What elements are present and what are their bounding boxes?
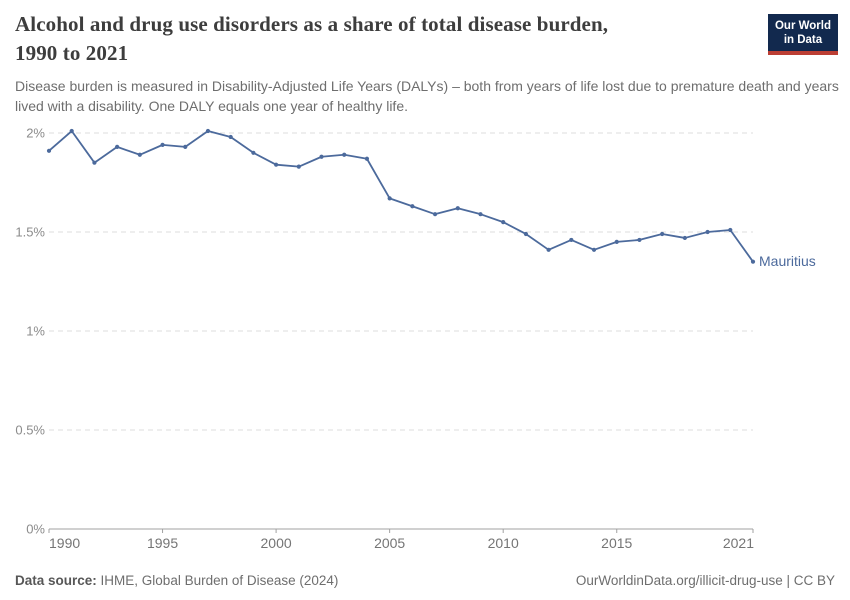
- x-tick-label: 2010: [488, 535, 519, 551]
- data-point[interactable]: [750, 259, 756, 264]
- data-point[interactable]: [115, 144, 120, 149]
- data-point[interactable]: [501, 220, 506, 225]
- data-point[interactable]: [523, 231, 529, 237]
- x-axis: 1990 1995 2000 2005 2010 2015 2021: [48, 529, 754, 551]
- data-point[interactable]: [342, 152, 347, 157]
- data-point[interactable]: [637, 237, 642, 243]
- data-point[interactable]: [387, 196, 392, 201]
- x-tick-label: 2005: [374, 535, 405, 551]
- data-point[interactable]: [364, 156, 370, 161]
- y-tick-label: 2%: [26, 126, 45, 141]
- data-source: Data source: IHME, Global Burden of Dise…: [15, 573, 338, 588]
- data-point[interactable]: [478, 212, 483, 217]
- x-tick-label: 1995: [147, 535, 178, 551]
- data-point[interactable]: [228, 134, 233, 140]
- data-series-mauritius[interactable]: Mauritius: [46, 128, 816, 269]
- y-tick-label: 1%: [26, 324, 45, 339]
- data-point[interactable]: [728, 227, 733, 233]
- x-tick-label: 2000: [261, 535, 292, 551]
- data-point[interactable]: [137, 152, 142, 157]
- x-tick-label: 2021: [723, 535, 754, 551]
- owid-logo-line1: Our World: [774, 20, 831, 32]
- x-tick-label: 2015: [601, 535, 632, 551]
- data-point[interactable]: [705, 229, 710, 235]
- chart-title-line2: 1990 to 2021: [15, 41, 129, 65]
- data-point[interactable]: [410, 204, 415, 209]
- data-point[interactable]: [183, 144, 188, 149]
- data-point[interactable]: [682, 235, 687, 241]
- data-point[interactable]: [273, 162, 279, 167]
- data-point[interactable]: [614, 239, 619, 244]
- footer-link[interactable]: OurWorldinData.org/illicit-drug-use | CC…: [575, 573, 835, 588]
- data-point[interactable]: [296, 164, 301, 169]
- data-point[interactable]: [660, 231, 665, 237]
- entity-label[interactable]: Mauritius: [759, 253, 816, 269]
- data-point[interactable]: [205, 128, 211, 134]
- data-source-value: IHME, Global Burden of Disease (2024): [100, 573, 339, 588]
- data-point[interactable]: [319, 154, 324, 159]
- data-point[interactable]: [251, 150, 256, 155]
- data-point[interactable]: [591, 247, 597, 252]
- y-tick-label: 1.5%: [15, 225, 45, 240]
- data-source-label: Data source:: [15, 573, 97, 588]
- x-tick-label: 1990: [49, 535, 80, 551]
- chart-subtitle: Disease burden is measured in Disability…: [15, 78, 839, 114]
- data-point[interactable]: [546, 247, 551, 252]
- chart-title: Alcohol and drug use disorders as a shar…: [15, 10, 608, 68]
- owid-logo[interactable]: Our World in Data: [767, 14, 838, 55]
- y-tick-label: 0%: [26, 522, 45, 537]
- page-footer: Data source: IHME, Global Burden of Dise…: [15, 573, 835, 588]
- data-point[interactable]: [92, 160, 97, 165]
- chart-title-line1: Alcohol and drug use disorders as a shar…: [15, 12, 609, 36]
- data-point[interactable]: [69, 128, 74, 134]
- data-point[interactable]: [46, 148, 52, 153]
- data-point[interactable]: [569, 237, 574, 243]
- owid-logo-line2: in Data: [783, 34, 823, 46]
- data-line[interactable]: [48, 130, 754, 263]
- data-point[interactable]: [432, 212, 438, 217]
- y-gridlines: 2% 1.5% 1% 0.5% 0%: [15, 126, 753, 537]
- data-point[interactable]: [160, 142, 165, 147]
- y-tick-label: 0.5%: [15, 423, 45, 438]
- data-point[interactable]: [455, 206, 460, 211]
